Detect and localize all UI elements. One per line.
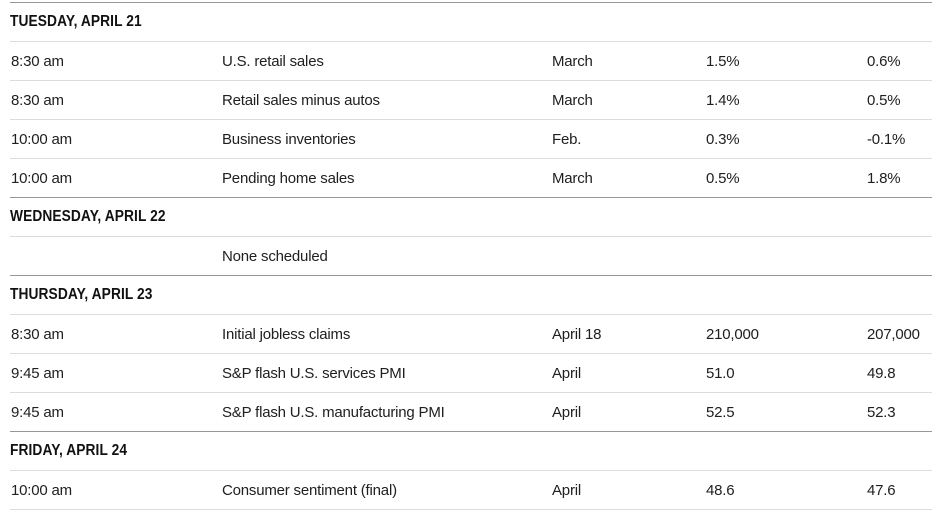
period-cell: April xyxy=(552,403,582,421)
period-cell: March xyxy=(552,91,593,109)
calendar-row: 10:00 am Business inventories Feb. 0.3% … xyxy=(10,119,932,158)
previous-cell: -0.1% xyxy=(867,130,906,148)
previous-cell: 0.5% xyxy=(867,91,901,109)
time-cell: 8:30 am xyxy=(11,325,64,343)
previous-cell: 207,000 xyxy=(867,325,920,343)
calendar-row: 8:30 am U.S. retail sales March 1.5% 0.6… xyxy=(10,41,932,80)
previous-cell: 47.6 xyxy=(867,481,896,499)
forecast-cell: 0.5% xyxy=(706,169,740,187)
day-header-row: TUESDAY, APRIL 21 xyxy=(10,2,932,41)
report-cell: Consumer sentiment (final) xyxy=(222,481,397,499)
time-cell: 8:30 am xyxy=(11,52,64,70)
period-cell: March xyxy=(552,52,593,70)
report-cell: Business inventories xyxy=(222,130,356,148)
calendar-row: 10:00 am Pending home sales March 0.5% 1… xyxy=(10,158,932,197)
time-cell: 8:30 am xyxy=(11,91,64,109)
calendar-row: 8:30 am Retail sales minus autos March 1… xyxy=(10,80,932,119)
report-cell: S&P flash U.S. manufacturing PMI xyxy=(222,403,445,421)
day-header-label: THURSDAY, APRIL 23 xyxy=(10,286,153,303)
report-cell: Initial jobless claims xyxy=(222,325,351,343)
report-cell: Retail sales minus autos xyxy=(222,91,380,109)
period-cell: Feb. xyxy=(552,130,582,148)
period-cell: March xyxy=(552,169,593,187)
calendar-row: 8:30 am Initial jobless claims April 18 … xyxy=(10,314,932,353)
previous-cell: 1.8% xyxy=(867,169,901,187)
forecast-cell: 1.4% xyxy=(706,91,740,109)
calendar-row: 9:45 am S&P flash U.S. services PMI Apri… xyxy=(10,353,932,392)
report-cell: S&P flash U.S. services PMI xyxy=(222,364,406,382)
period-cell: April xyxy=(552,481,582,499)
calendar-row: None scheduled xyxy=(10,236,932,275)
report-cell: None scheduled xyxy=(222,247,328,265)
forecast-cell: 51.0 xyxy=(706,364,735,382)
forecast-cell: 48.6 xyxy=(706,481,735,499)
day-header-row: FRIDAY, APRIL 24 xyxy=(10,431,932,470)
forecast-cell: 210,000 xyxy=(706,325,759,343)
day-header-label: FRIDAY, APRIL 24 xyxy=(10,442,128,459)
previous-cell: 0.6% xyxy=(867,52,901,70)
report-cell: Pending home sales xyxy=(222,169,355,187)
day-header-label: WEDNESDAY, APRIL 22 xyxy=(10,208,166,225)
time-cell: 10:00 am xyxy=(11,169,72,187)
time-cell: 9:45 am xyxy=(11,403,64,421)
forecast-cell: 1.5% xyxy=(706,52,740,70)
time-cell: 10:00 am xyxy=(11,481,72,499)
period-cell: April 18 xyxy=(552,325,602,343)
calendar-row: 10:00 am Consumer sentiment (final) Apri… xyxy=(10,470,932,509)
period-cell: April xyxy=(552,364,582,382)
day-header-row: THURSDAY, APRIL 23 xyxy=(10,275,932,314)
economic-calendar-table: TUESDAY, APRIL 21 8:30 am U.S. retail sa… xyxy=(10,2,932,510)
forecast-cell: 52.5 xyxy=(706,403,735,421)
previous-cell: 52.3 xyxy=(867,403,896,421)
time-cell: 10:00 am xyxy=(11,130,72,148)
report-cell: U.S. retail sales xyxy=(222,52,324,70)
previous-cell: 49.8 xyxy=(867,364,896,382)
calendar-row: 9:45 am S&P flash U.S. manufacturing PMI… xyxy=(10,392,932,431)
time-cell: 9:45 am xyxy=(11,364,64,382)
day-header-label: TUESDAY, APRIL 21 xyxy=(10,13,142,30)
forecast-cell: 0.3% xyxy=(706,130,740,148)
day-header-row: WEDNESDAY, APRIL 22 xyxy=(10,197,932,236)
